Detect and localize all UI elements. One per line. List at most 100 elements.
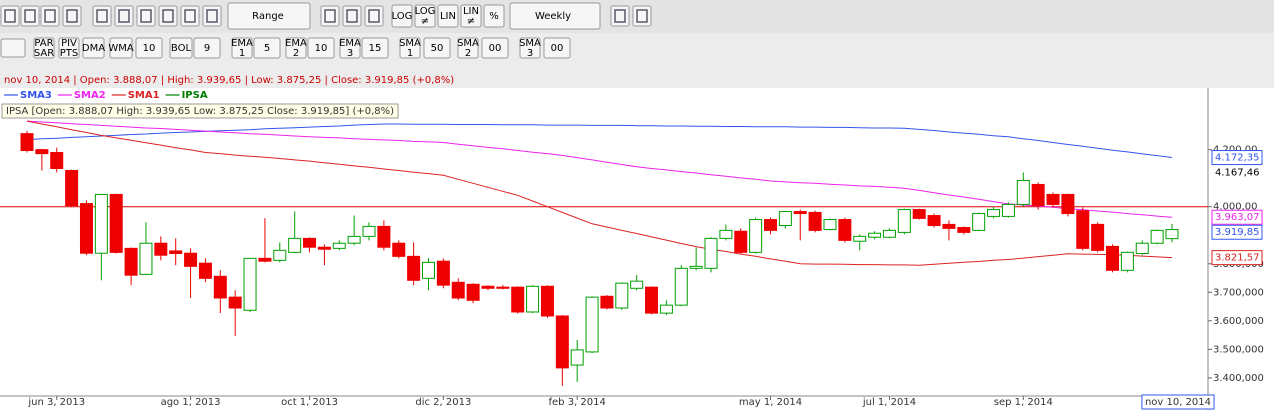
indicator-input[interactable] [543, 37, 571, 59]
button-label: PAR SAR [34, 38, 54, 59]
x-tick-box [1141, 394, 1215, 410]
indicator-input[interactable] [481, 37, 509, 59]
candle-body [972, 213, 986, 231]
period-dropdown[interactable] [509, 2, 601, 30]
tool-icon [368, 9, 380, 23]
x-tick-label: feb 3, 2014 [549, 397, 606, 408]
price-tag-box [1211, 250, 1263, 266]
candle-body [570, 349, 584, 366]
price-tag-box [1211, 209, 1263, 225]
candle-body [526, 285, 540, 313]
candle-body [362, 225, 376, 237]
tool-button[interactable] [92, 5, 112, 27]
tool-icon [636, 9, 648, 23]
plot-area [0, 88, 1208, 396]
candle-body [1106, 245, 1120, 271]
candle-body [243, 257, 257, 311]
tool-icon [24, 9, 36, 23]
tool-button[interactable] [62, 5, 82, 27]
button-label: EMA 3 [339, 38, 361, 59]
indicator-button[interactable] [519, 37, 541, 59]
candle-body [273, 249, 287, 261]
indicator-input[interactable] [423, 37, 451, 59]
indicator-input[interactable] [193, 37, 221, 59]
candle-body [615, 282, 629, 309]
button-label: LOG [392, 11, 413, 22]
candle-body [749, 219, 763, 253]
button-label: SMA 3 [519, 38, 541, 59]
indicator-button[interactable] [169, 37, 193, 59]
candle-body [734, 230, 748, 253]
button-label: EMA 2 [285, 38, 307, 59]
indicator-input[interactable] [253, 37, 281, 59]
tool-button[interactable] [632, 5, 652, 27]
indicator-input[interactable] [361, 37, 389, 59]
series-label: IPSA [Open: 3.888,07 High: 3.939,65 Low:… [6, 106, 394, 117]
y-tick-label: 3.400,000 [1213, 373, 1264, 384]
indicator-button[interactable] [109, 37, 133, 59]
price-tag: 3.821,57 [1215, 253, 1260, 264]
candle-body [585, 296, 599, 353]
tool-button[interactable] [0, 5, 20, 27]
candle-body [451, 281, 465, 299]
candle-body [1091, 223, 1105, 251]
info-line: nov 10, 2014 | Open: 3.888,07 | High: 3.… [4, 75, 454, 86]
candle-body [957, 227, 971, 233]
scale-button[interactable] [391, 4, 413, 28]
button-label: 10 [315, 43, 328, 54]
tool-button[interactable] [342, 5, 362, 27]
indicator-button[interactable] [231, 37, 253, 59]
candle-body [897, 209, 911, 233]
series-label-box [1, 103, 399, 119]
candle-body [1165, 229, 1179, 240]
tool-button[interactable] [364, 5, 384, 27]
tool-button[interactable] [40, 5, 60, 27]
indicator-button[interactable] [457, 37, 479, 59]
scale-button[interactable] [437, 4, 459, 28]
range-dropdown[interactable] [227, 2, 311, 30]
candle-body [198, 262, 212, 279]
tool-button[interactable] [158, 5, 178, 27]
scale-button[interactable] [460, 4, 482, 28]
scale-button[interactable] [414, 4, 436, 28]
indicator-input[interactable] [135, 37, 163, 59]
x-tick-label: may 1, 2014 [739, 397, 802, 408]
candle-body [332, 242, 346, 249]
tool-button[interactable] [20, 5, 40, 27]
indicator-button[interactable] [82, 37, 105, 59]
x-tick-label: jul 1, 2014 [862, 397, 916, 408]
tool-button[interactable] [202, 5, 222, 27]
tool-button[interactable] [610, 5, 630, 27]
indicator-button[interactable] [58, 37, 80, 59]
button-label: SMA 2 [457, 38, 479, 59]
scale-button[interactable] [483, 4, 505, 28]
indicator-button[interactable] [399, 37, 421, 59]
tool-button[interactable] [180, 5, 200, 27]
candle-body [778, 211, 792, 227]
period-label: Weekly [535, 11, 571, 22]
tool-button[interactable] [136, 5, 156, 27]
candle-body [987, 209, 1001, 217]
candle-body [213, 275, 227, 299]
candle-body [1061, 193, 1075, 215]
button-label: 9 [204, 43, 210, 54]
indicator-button[interactable] [339, 37, 361, 59]
indicator-button[interactable] [33, 37, 55, 59]
tool-button[interactable] [320, 5, 340, 27]
tool-button[interactable] [114, 5, 134, 27]
candle-body [1001, 203, 1015, 217]
candle-body [630, 280, 644, 289]
candle-body [169, 250, 183, 254]
price-tag-box [1211, 150, 1263, 166]
x-tick-label: dic 2, 2013 [415, 397, 471, 408]
candle-body [689, 265, 703, 269]
candle-body [674, 267, 688, 306]
button-label: 50 [431, 43, 444, 54]
indicator-button[interactable] [285, 37, 307, 59]
button-label: BOL [171, 43, 192, 54]
indicator-input[interactable] [307, 37, 335, 59]
candle-body [377, 225, 391, 248]
indicator-button[interactable] [0, 38, 26, 58]
candle-body [808, 211, 822, 231]
